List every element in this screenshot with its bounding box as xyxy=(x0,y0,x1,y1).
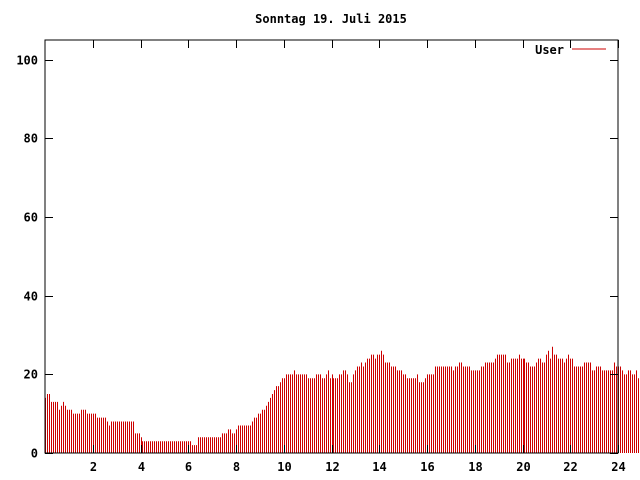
x-tick-label: 8 xyxy=(233,460,240,474)
y-tick-label: 40 xyxy=(24,290,38,304)
x-tick-label: 18 xyxy=(468,460,482,474)
x-tick-label: 4 xyxy=(138,460,145,474)
y-tick-label: 80 xyxy=(24,132,38,146)
x-tick-label: 10 xyxy=(277,460,291,474)
chart-title: Sonntag 19. Juli 2015 xyxy=(255,12,407,26)
y-tick-label: 100 xyxy=(16,54,38,68)
legend: User xyxy=(535,43,606,57)
x-tick-label: 2 xyxy=(90,460,97,474)
y-tick-label: 60 xyxy=(24,211,38,225)
x-tick-label: 20 xyxy=(516,460,530,474)
bar-series-user xyxy=(45,346,639,453)
x-tick-label: 14 xyxy=(372,460,386,474)
x-tick-label: 24 xyxy=(611,460,625,474)
y-tick-label: 0 xyxy=(31,447,38,461)
plot-frame xyxy=(44,39,619,454)
x-tick-label: 22 xyxy=(563,460,577,474)
x-tick-label: 12 xyxy=(325,460,339,474)
legend-label-user: User xyxy=(535,43,564,57)
x-tick-label: 16 xyxy=(420,460,434,474)
x-tick-label: 6 xyxy=(185,460,192,474)
y-tick-label: 20 xyxy=(24,368,38,382)
